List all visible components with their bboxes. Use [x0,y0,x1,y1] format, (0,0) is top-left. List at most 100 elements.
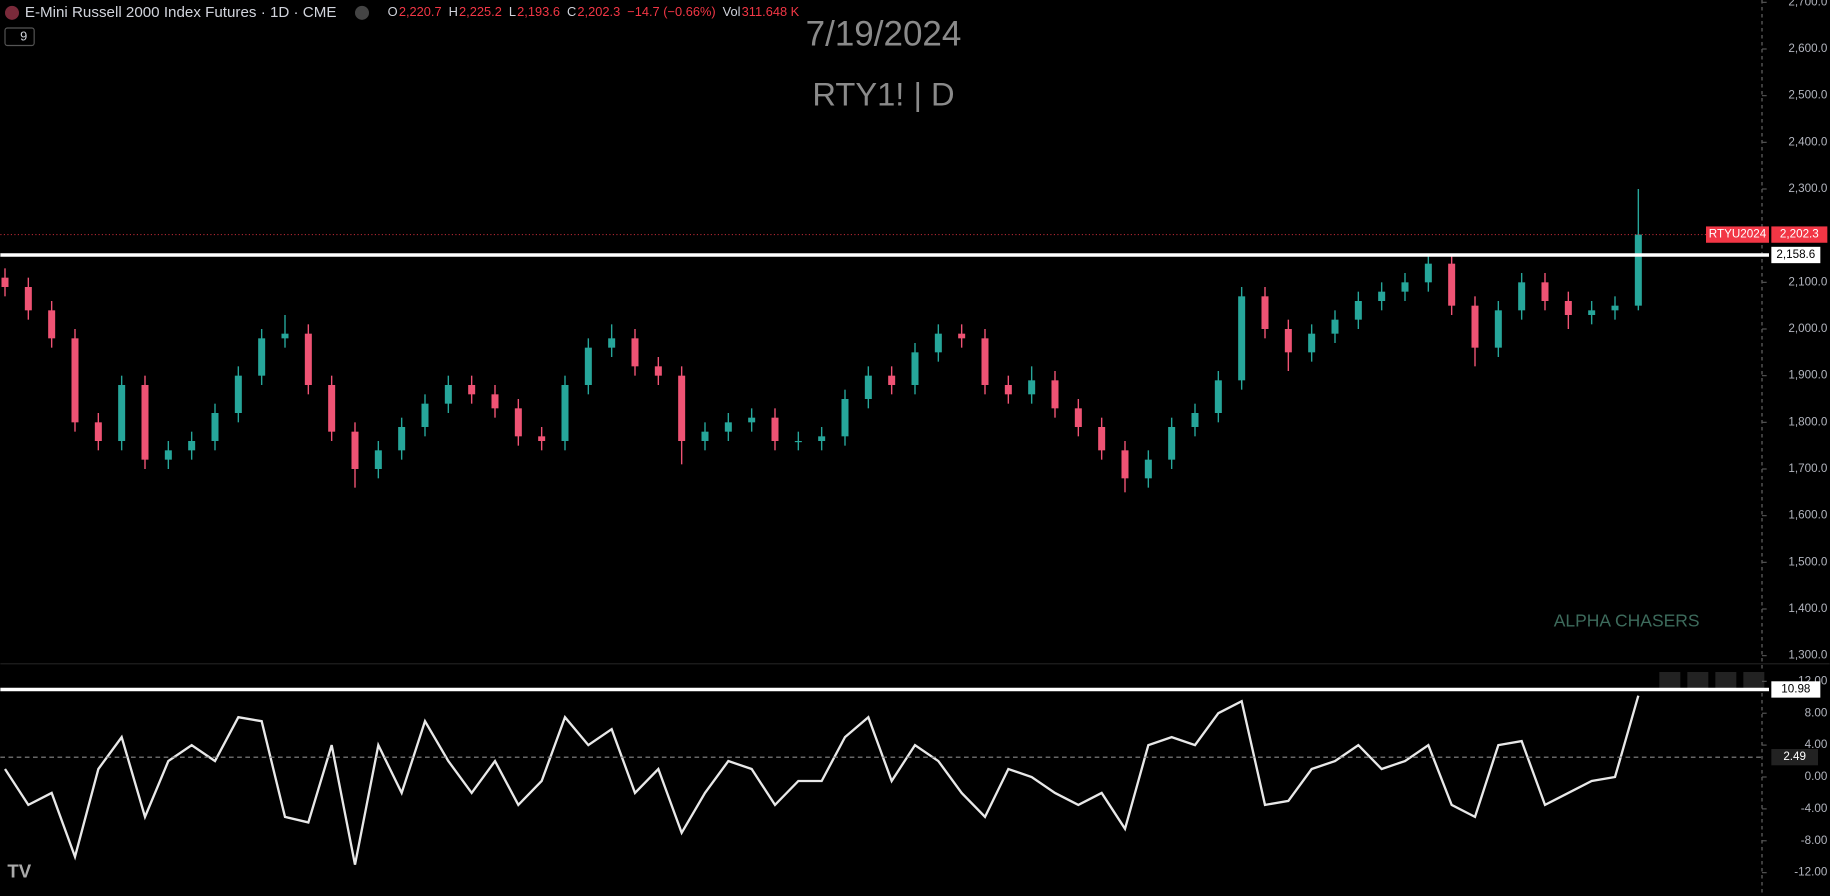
ohlc: O 2,220.7 H 2,225.2 L 2,193.6 C 2,202.3 −14.7 (−… [388,4,800,19]
candle-body [1518,282,1526,311]
candle-body [584,347,592,385]
candle-body [351,431,359,469]
y-tick-label: 2,100.0 [1788,275,1827,288]
candle-body [374,450,382,469]
candle-body [561,385,569,441]
y-tick-label: 1,700.0 [1788,462,1827,475]
candle-body [258,338,266,376]
candle-body [1308,333,1316,353]
watermark-symbol: RTY1! | D [812,75,954,112]
pane-buttons [1659,672,1765,691]
y-tick-label: 1,600.0 [1788,509,1827,522]
candle-body [281,333,289,339]
candle-body [701,431,709,441]
candle-body [1448,263,1456,306]
last-price-tag [1706,226,1769,243]
candle-body [864,375,872,399]
indicator-toggle[interactable] [4,27,35,47]
y-tick-label: 2,400.0 [1788,135,1827,148]
candle-body [1401,282,1409,292]
last-price-label: 2,202.3 [1780,228,1819,241]
candle-body [958,333,966,339]
candle-body [514,408,522,437]
candle-body [421,403,429,427]
candle-body [188,441,196,451]
candle-body [48,310,56,339]
candle-body [1121,450,1129,479]
last-price-name: RTYU2024 [1709,228,1767,241]
indicator-count: 9 [20,29,27,44]
candle-body [1611,305,1619,311]
candle-body [1354,301,1362,320]
candle-body [1471,305,1479,348]
candle-body [678,375,686,441]
oscillator-line [4,695,1640,865]
candle-body [1051,380,1059,409]
y-tick-label: 2,600.0 [1788,42,1827,55]
candle-body [118,385,126,441]
y-tick-label: 0.00 [1805,770,1828,783]
candle-body [841,399,849,437]
candle-body [71,338,79,423]
ohlc-key: C [567,4,576,19]
ohlc-value: 2,193.6 [517,4,560,19]
candle-body [771,417,779,441]
value-label: 2.49 [1783,750,1806,763]
candle-body [211,413,219,441]
candle-body [94,422,102,441]
candle-body [491,394,499,409]
ohlc-value: 2,202.3 [577,4,620,19]
y-tick-label: 1,900.0 [1788,369,1827,382]
candle-body [631,338,639,367]
level-label: 2,158.6 [1776,248,1815,261]
maximize[interactable] [1743,672,1765,691]
ohlc-value: 2,220.7 [399,4,442,19]
last-price-box [1771,226,1828,243]
collapse[interactable] [1715,672,1737,691]
candle-body [398,427,406,451]
y-tick-label: 8.00 [1805,706,1828,719]
y-tick-label: 2,000.0 [1788,322,1827,335]
y-tick-label: 2,300.0 [1788,182,1827,195]
y-tick-label: -4.00 [1801,802,1828,815]
y-tick-label: -8.00 [1801,834,1828,847]
candle-body [888,375,896,385]
candle-body [1541,282,1549,301]
candle-body [538,436,546,441]
ohlc-key: L [509,4,516,19]
toggle[interactable] [355,5,369,20]
ohlc-key: O [388,4,398,19]
y-tick-label: 1,400.0 [1788,602,1827,615]
candle-body [1261,296,1269,329]
candle-body [1144,459,1152,479]
level-box [1771,681,1821,698]
candle-body [1284,329,1292,353]
y-tick-label: -12.00 [1794,866,1828,879]
delete[interactable] [1687,672,1709,691]
candle-body [328,385,336,432]
candle-body [724,422,732,432]
y-tick-label: 1,800.0 [1788,415,1827,428]
candle-body [1634,234,1642,306]
move-up[interactable] [1659,672,1681,691]
candle-body [1214,380,1222,413]
candle-body [818,436,826,441]
watermark-date: 7/19/2024 [806,14,962,53]
candle-body [654,366,662,376]
candle-body [1074,408,1082,427]
candle-body [1588,310,1596,315]
candle-body [234,375,242,413]
candle-body [794,441,802,443]
candle-body [1424,263,1432,283]
tv-logo: TV [7,861,31,882]
candle-body [164,450,172,460]
candle-body [1004,385,1012,395]
change: −14.7 (−0.66%) [627,4,715,19]
candle-body [1098,427,1106,451]
candle-body [608,338,616,348]
ohlc-value: 2,225.2 [459,4,502,19]
y-tick-label: 4.00 [1805,738,1828,751]
candle-body [1378,291,1386,301]
